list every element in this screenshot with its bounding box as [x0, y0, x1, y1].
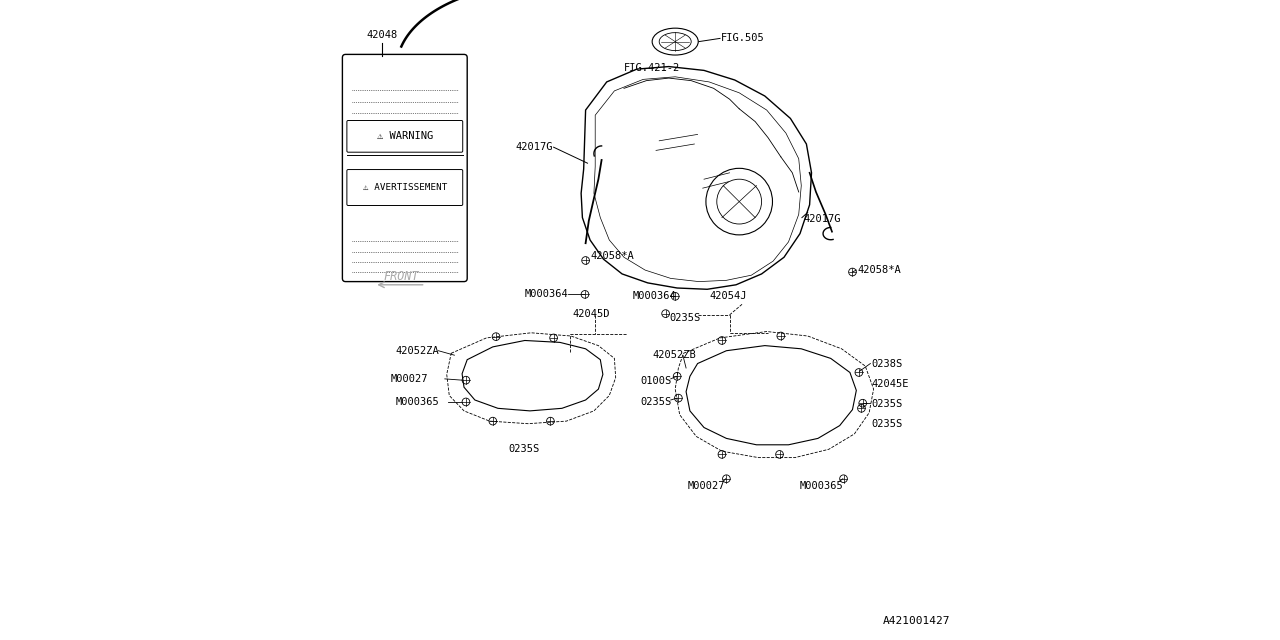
Text: 42017G: 42017G	[516, 142, 553, 152]
Text: M000364: M000364	[632, 291, 676, 301]
Text: M000365: M000365	[800, 481, 844, 492]
Text: FIG.421-2: FIG.421-2	[623, 63, 680, 74]
Text: M00027: M00027	[390, 374, 428, 384]
Text: 0235S: 0235S	[872, 399, 902, 410]
Text: A421001427: A421001427	[883, 616, 950, 626]
Text: 42058*A: 42058*A	[858, 265, 901, 275]
Ellipse shape	[653, 28, 699, 55]
Text: 0235S: 0235S	[872, 419, 902, 429]
Text: 42054J: 42054J	[709, 291, 746, 301]
Text: 0238S: 0238S	[872, 358, 902, 369]
Text: FRONT: FRONT	[384, 270, 419, 283]
Text: M000365: M000365	[396, 397, 439, 407]
Text: M00027: M00027	[689, 481, 726, 492]
Text: 42052ZA: 42052ZA	[396, 346, 439, 356]
Text: 42045E: 42045E	[872, 379, 909, 389]
Text: 42058*A: 42058*A	[590, 251, 634, 261]
Text: ⚠ AVERTISSEMENT: ⚠ AVERTISSEMENT	[362, 183, 447, 192]
Text: ⚠ WARNING: ⚠ WARNING	[376, 131, 433, 141]
Text: 0235S: 0235S	[669, 313, 700, 323]
Text: 0100S: 0100S	[640, 376, 671, 386]
Text: 42045D: 42045D	[573, 308, 611, 319]
Text: FIG.505: FIG.505	[722, 33, 765, 44]
Text: 42052ZB: 42052ZB	[653, 350, 696, 360]
Text: 0235S: 0235S	[640, 397, 671, 407]
Text: 42048: 42048	[366, 30, 398, 40]
Text: M000364: M000364	[525, 289, 568, 300]
Text: 42017G: 42017G	[804, 214, 841, 224]
Text: 0235S: 0235S	[508, 444, 539, 454]
